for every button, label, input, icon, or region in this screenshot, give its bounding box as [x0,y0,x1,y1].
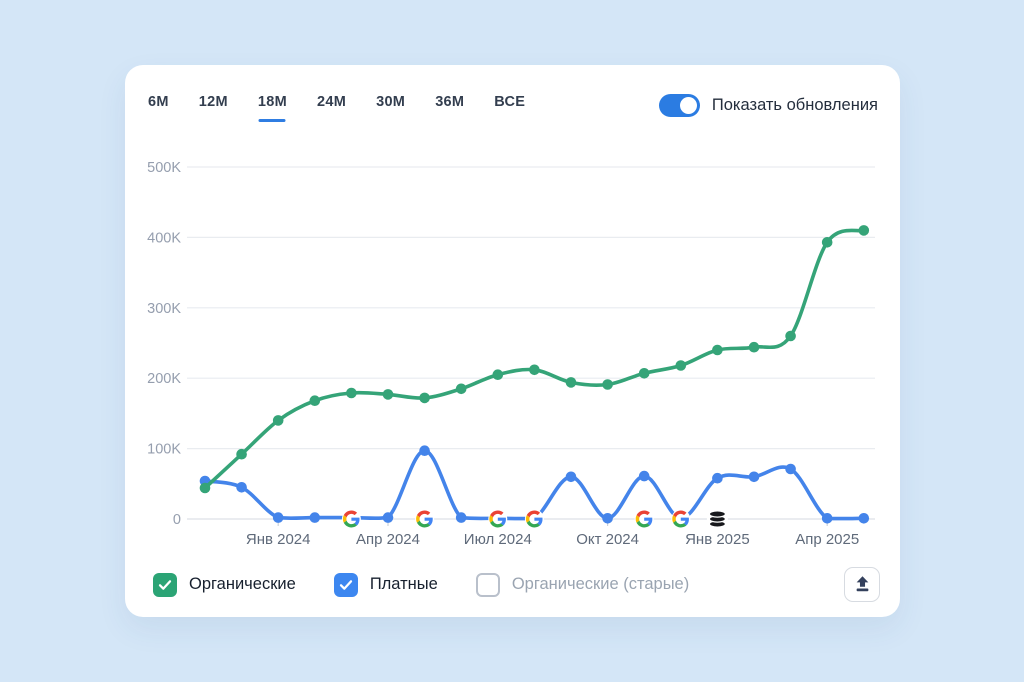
data-point[interactable] [272,512,284,523]
svg-text:300K: 300K [147,301,181,317]
svg-text:Апр 2025: Апр 2025 [795,531,859,548]
google-g-icon [525,510,543,528]
check-icon [339,579,352,590]
data-point[interactable] [638,368,650,379]
data-point[interactable] [309,512,321,523]
data-point[interactable] [602,513,613,524]
google-update-marker[interactable] [415,509,435,529]
data-point[interactable] [748,341,760,353]
data-point[interactable] [785,330,796,342]
data-point[interactable] [455,383,467,395]
google-g-icon [635,510,653,528]
tab-30m[interactable]: 30M [376,88,405,122]
svg-text:Янв 2025: Янв 2025 [685,531,750,548]
data-point[interactable] [419,445,430,457]
data-point[interactable] [309,395,321,407]
organic-old-checkbox-unchecked-icon[interactable] [475,572,500,597]
svg-text:0: 0 [173,512,181,528]
legend-row: Органические Платные Органические (стары… [125,559,900,602]
paid-checkbox-checked-icon[interactable] [333,572,358,597]
data-point[interactable] [236,482,247,493]
google-g-icon [342,510,360,528]
data-point[interactable] [821,237,833,248]
tab-6m[interactable]: 6M [148,88,169,122]
data-point[interactable] [565,471,577,483]
svg-text:Янв 2024: Янв 2024 [246,531,311,548]
legend-label-organic: Органические [189,575,296,593]
google-g-icon [489,510,506,528]
tab-all[interactable]: ВСЕ [494,88,525,122]
data-point[interactable] [199,482,211,494]
data-point[interactable] [565,377,577,388]
google-update-marker[interactable] [488,509,508,529]
google-g-icon [672,510,689,528]
svg-text:Июл 2024: Июл 2024 [464,531,532,548]
chart-grid: 0 100K 200K 300K 400K 500K Янв 2024 Апр 2024 Июл… [147,160,875,548]
data-point[interactable] [455,512,467,523]
data-point[interactable] [785,463,796,475]
updates-toggle-group: Показать обновления [658,93,878,117]
data-point[interactable] [712,472,723,484]
data-point[interactable] [638,470,650,482]
organic-line-series [199,225,870,494]
data-point[interactable] [858,225,870,236]
legend-label-organic-old: Органические (старые) [511,575,690,593]
data-point[interactable] [748,471,760,483]
card-header: 6M 12M 18M 24M 30M 36M ВСЕ Показать обно… [125,65,900,135]
data-point[interactable] [529,364,540,376]
tab-36m[interactable]: 36M [435,88,464,122]
time-range-tabs: 6M 12M 18M 24M 30M 36M ВСЕ [148,88,525,122]
organic-checkbox-checked-icon[interactable] [153,572,177,597]
data-point[interactable] [382,389,394,400]
database-icon [708,510,727,528]
data-point[interactable] [492,369,504,380]
check-icon [158,579,172,590]
tab-18m[interactable]: 18M [258,88,287,122]
tab-24m[interactable]: 24M [317,88,346,122]
data-point[interactable] [675,360,687,371]
show-updates-label: Показать обновления [711,95,878,114]
google-update-marker[interactable] [634,509,654,529]
legend-label-paid: Платные [369,575,438,593]
data-point[interactable] [419,392,430,404]
upload-icon [856,576,868,592]
data-point[interactable] [272,415,284,426]
export-button[interactable] [844,567,880,602]
svg-text:400K: 400K [147,230,181,246]
tab-12m[interactable]: 12M [199,88,228,122]
traffic-chart-card: 6M 12M 18M 24M 30M 36M ВСЕ Показать обно… [125,65,900,617]
data-point[interactable] [602,379,613,390]
data-point[interactable] [821,513,833,524]
show-updates-toggle[interactable] [658,93,700,117]
svg-text:100K: 100K [147,442,181,458]
svg-text:500K: 500K [147,160,181,176]
data-point[interactable] [382,512,394,523]
google-g-icon [416,510,433,528]
google-update-marker[interactable] [524,509,544,529]
database-update-marker[interactable] [706,508,728,530]
data-point[interactable] [712,344,723,356]
svg-text:Апр 2024: Апр 2024 [356,531,420,548]
google-update-marker[interactable] [671,509,691,529]
legend-item-organic[interactable]: Органические [153,572,296,597]
legend-item-organic-old[interactable]: Органические (старые) [475,572,690,597]
svg-text:200K: 200K [147,371,181,387]
data-point[interactable] [236,448,247,460]
toggle-knob [679,96,697,114]
svg-text:Окт 2024: Окт 2024 [576,531,639,548]
data-point[interactable] [346,387,357,399]
data-point[interactable] [858,513,870,524]
legend-item-paid[interactable]: Платные [333,572,438,597]
traffic-chart: 0 100K 200K 300K 400K 500K Янв 2024 Апр 2024 Июл… [147,160,875,548]
google-update-marker[interactable] [341,509,361,529]
